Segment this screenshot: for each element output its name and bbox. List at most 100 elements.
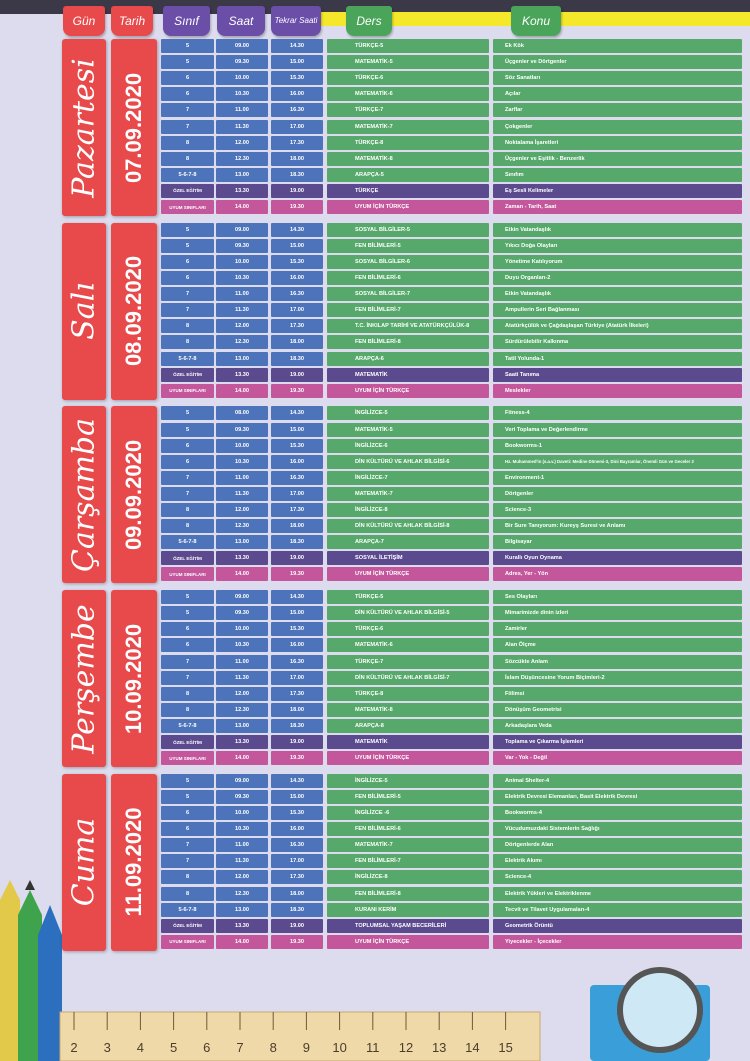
repeat: 17.00 (271, 119, 323, 134)
topic: Etkin Vatandaşlık (493, 287, 742, 302)
lesson: İNGİLİZCE-8 (327, 870, 489, 885)
lesson: TÜRKÇE-8 (327, 686, 489, 701)
lesson: MATEMATİK-5 (327, 55, 489, 70)
repeat: 18.00 (271, 702, 323, 717)
time: 09.30 (216, 422, 268, 437)
repeat: 16.00 (271, 454, 323, 469)
topic: Ampullerin Seri Bağlanması (493, 303, 742, 318)
topic: Dörtgenler (493, 486, 742, 501)
ruler-label: 4 (137, 1040, 144, 1055)
magnifier (590, 967, 710, 1061)
repeat: 16.00 (271, 822, 323, 837)
repeat: 15.00 (271, 55, 323, 70)
time: 10.00 (216, 438, 268, 453)
lesson: FEN BİLİMLERİ-5 (327, 789, 489, 804)
time: 11.30 (216, 119, 268, 134)
repeat: 19.30 (271, 200, 323, 214)
grade: 7 (161, 670, 214, 685)
grade: 5 (161, 55, 214, 70)
topic: Bookworms-4 (493, 806, 742, 820)
day-card: Pazartesi (62, 39, 106, 216)
repeat: 14.30 (271, 773, 323, 788)
grade: 6 (161, 254, 214, 269)
lesson: T.C. İNKILAP TARİHİ VE ATATÜRKÇÜLÜK-8 (327, 319, 489, 334)
header-topic: Konu (511, 6, 561, 36)
topic: Science-3 (493, 503, 742, 517)
repeat: 19.00 (271, 367, 323, 382)
repeat: 15.30 (271, 254, 323, 269)
day-card: Çarşamba (62, 406, 106, 584)
date-card: 10.09.2020 (111, 590, 157, 768)
lesson: ARAPÇA-8 (327, 718, 489, 733)
time: 11.00 (216, 287, 268, 302)
grade: 8 (161, 335, 214, 350)
header-date: Tarih (111, 6, 153, 36)
grade: 5-6-7-8 (161, 535, 214, 550)
date-card: 08.09.2020 (111, 222, 157, 400)
lesson: TÜRKÇE-7 (327, 654, 489, 669)
lesson: FEN BİLİMLERİ-5 (327, 238, 489, 253)
topic: Animal Shelter-4 (493, 773, 742, 788)
time: 12.30 (216, 519, 268, 534)
repeat: 18.00 (271, 519, 323, 534)
topic: Fitness-4 (493, 406, 742, 421)
time: 12.00 (216, 319, 268, 334)
lesson: İNGİLİZCE-5 (327, 406, 489, 421)
topic: Çokgenler (493, 119, 742, 134)
topic: Tatil Yolunda-1 (493, 351, 742, 366)
lesson: ARAPÇA-5 (327, 167, 489, 182)
header-day: Gün (63, 6, 105, 36)
topic: Elektrik Devresi Elemanları, Basit Elekt… (493, 789, 742, 804)
repeat: 15.30 (271, 806, 323, 820)
date-card: 11.09.2020 (111, 773, 157, 951)
repeat: 16.00 (271, 87, 323, 102)
repeat: 17.30 (271, 686, 323, 701)
lesson: SOSYAL BİLGİLER-6 (327, 254, 489, 269)
time: 13.30 (216, 367, 268, 382)
grade: 5 (161, 238, 214, 253)
topic: Adres, Yer - Yön (493, 567, 742, 582)
time: 10.30 (216, 87, 268, 102)
repeat: 19.00 (271, 183, 323, 198)
lesson: UYUM İÇİN TÜRKÇE (327, 934, 489, 949)
topic: Zaman - Tarih, Saat (493, 200, 742, 214)
time: 09.00 (216, 773, 268, 788)
time: 09.00 (216, 590, 268, 605)
time: 11.00 (216, 654, 268, 669)
lesson: SOSYAL BİLGİLER-5 (327, 222, 489, 237)
topic: Duyu Organları-2 (493, 271, 742, 285)
grade: 8 (161, 503, 214, 517)
grade: 5-6-7-8 (161, 902, 214, 917)
repeat: 16.00 (271, 271, 323, 285)
lesson: KURANI KERİM (327, 902, 489, 917)
lesson: FEN BİLİMLERİ-6 (327, 271, 489, 285)
lesson: ARAPÇA-7 (327, 535, 489, 550)
grade: 7 (161, 119, 214, 134)
lesson: DİN KÜLTÜRÜ VE AHLAK BİLGİSİ-6 (327, 454, 489, 469)
topic: Dönüşüm Geometrisi (493, 702, 742, 717)
grade: 6 (161, 71, 214, 86)
grade: UYUM SINIFLARI (161, 934, 214, 949)
time: 13.00 (216, 167, 268, 182)
topic: Mimarimizde dinin izleri (493, 606, 742, 621)
time: 13.30 (216, 183, 268, 198)
topic: Tecvit ve Tilavet Uygulamaları-4 (493, 902, 742, 917)
topic: Sınıfım (493, 167, 742, 182)
repeat: 15.30 (271, 71, 323, 86)
grade: 8 (161, 135, 214, 150)
lesson: İNGİLİZCE-8 (327, 503, 489, 517)
lesson: TÜRKÇE-5 (327, 590, 489, 605)
day-name: Perşembe (66, 603, 102, 754)
day-name: Çarşamba (66, 417, 102, 572)
lesson: DİN KÜLTÜRÜ VE AHLAK BİLGİSİ-8 (327, 519, 489, 534)
grade: 5 (161, 422, 214, 437)
grade: 6 (161, 622, 214, 637)
repeat: 18.30 (271, 718, 323, 733)
grade: 8 (161, 886, 214, 901)
repeat: 18.30 (271, 535, 323, 550)
lesson: FEN BİLİMLERİ-7 (327, 854, 489, 869)
lesson: MATEMATİK-6 (327, 87, 489, 102)
time: 12.00 (216, 686, 268, 701)
lesson: SOSYAL BİLGİLER-7 (327, 287, 489, 302)
